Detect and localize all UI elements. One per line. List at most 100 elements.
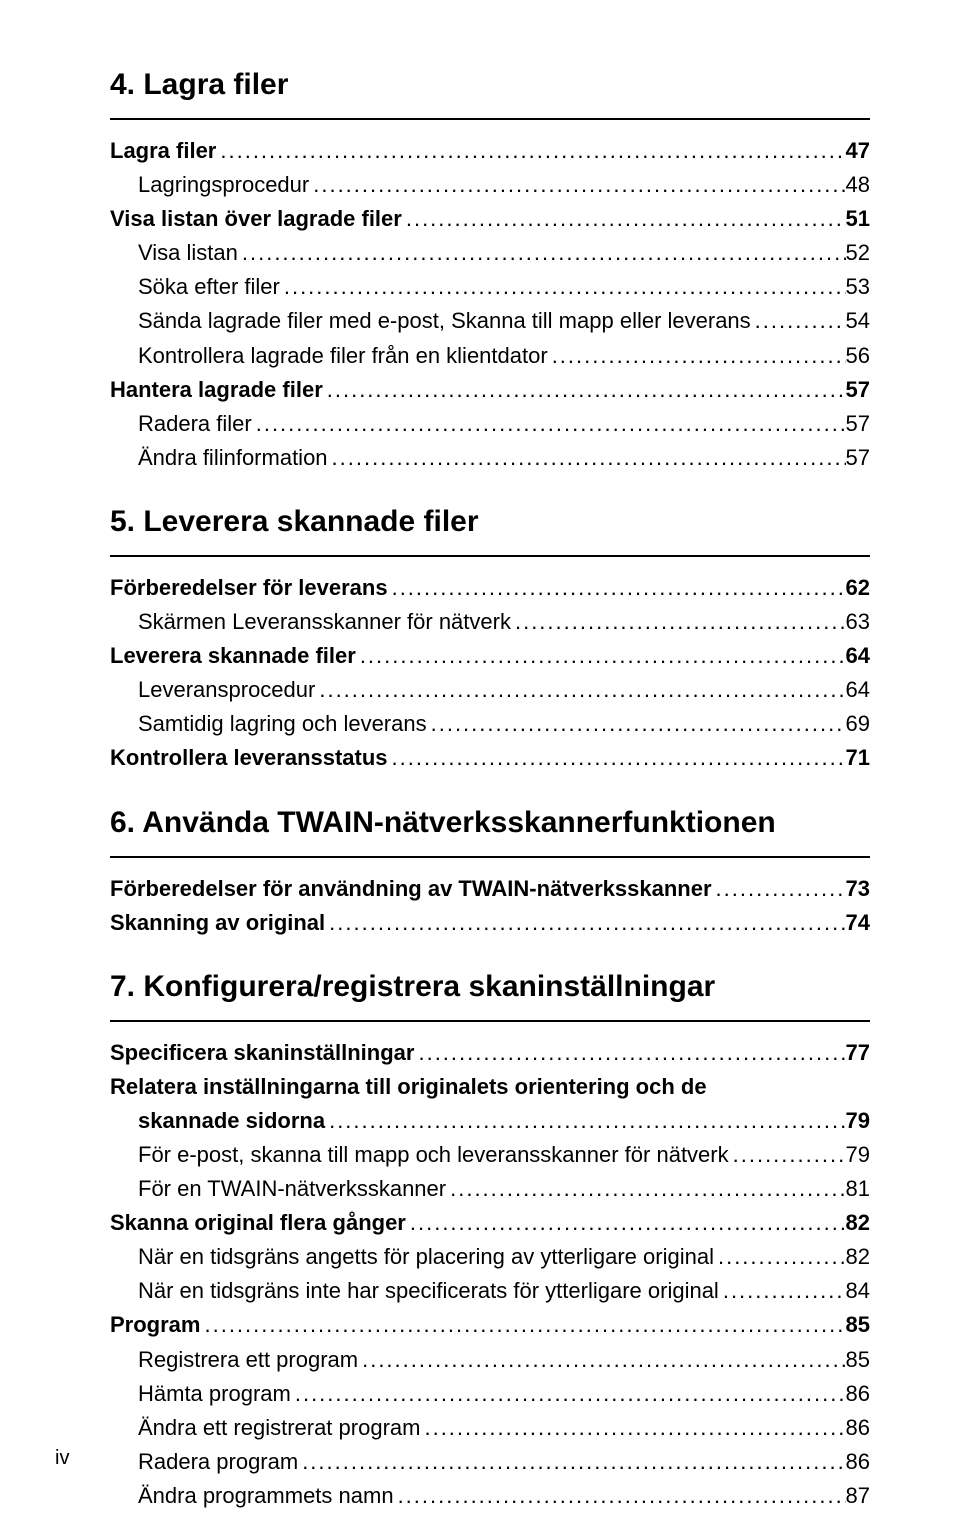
- toc-leader-dots: [751, 304, 846, 338]
- toc-entry-label: Kontrollera lagrade filer från en klient…: [138, 339, 548, 373]
- toc-entry[interactable]: Kontrollera leveransstatus71: [110, 741, 870, 775]
- section-divider: [110, 1020, 870, 1022]
- toc-entry-page: 48: [846, 168, 870, 202]
- toc-entry[interactable]: Visa listan över lagrade filer51: [110, 202, 870, 236]
- toc-entry-label: Skanning av original: [110, 906, 325, 940]
- toc-leader-dots: [714, 1240, 846, 1274]
- toc-entry-page: 86: [846, 1411, 870, 1445]
- toc-entry-page: 79: [846, 1138, 870, 1172]
- toc-entry[interactable]: Hämta program 86: [110, 1377, 870, 1411]
- toc-entry[interactable]: När en tidsgräns angetts för placering a…: [110, 1240, 870, 1274]
- toc-entry-label: Hämta program: [138, 1377, 291, 1411]
- toc-entry[interactable]: Radera filer57: [110, 407, 870, 441]
- section-title: 7. Konfigurera/registrera skaninställnin…: [110, 970, 870, 1004]
- toc-entry[interactable]: För e-post, skanna till mapp och leveran…: [110, 1138, 870, 1172]
- toc-entry[interactable]: Relatera inställningarna till originalet…: [110, 1070, 870, 1104]
- section-divider: [110, 856, 870, 858]
- toc-leader-dots: [252, 407, 846, 441]
- toc-entry[interactable]: Lagringsprocedur 48: [110, 168, 870, 202]
- toc-entry-page: 81: [846, 1172, 870, 1206]
- toc-entry-page: 87: [846, 1479, 870, 1513]
- toc-entry[interactable]: Leverera skannade filer64: [110, 639, 870, 673]
- section-title: 4. Lagra filer: [110, 68, 870, 102]
- toc-entry-label: Relatera inställningarna till originalet…: [110, 1070, 707, 1104]
- toc-entry-page: 57: [846, 373, 870, 407]
- toc-entry[interactable]: Förberedelser för användning av TWAIN-nä…: [110, 872, 870, 906]
- toc-leader-dots: [548, 339, 846, 373]
- toc-entry-page: 56: [846, 339, 870, 373]
- toc-entry-label: Radera filer: [138, 407, 252, 441]
- toc-entry-page: 82: [846, 1240, 870, 1274]
- toc-entry[interactable]: Samtidig lagring och leverans69: [110, 707, 870, 741]
- toc-leader-dots: [420, 1411, 845, 1445]
- toc-entry[interactable]: Förberedelser för leverans 62: [110, 571, 870, 605]
- section-title: 6. Använda TWAIN-nätverksskannerfunktion…: [110, 806, 870, 840]
- toc-entry[interactable]: Skanning av original 74: [110, 906, 870, 940]
- toc-entry[interactable]: Ändra programmets namn87: [110, 1479, 870, 1513]
- toc-entry-label: Skärmen Leveransskanner för nätverk: [138, 605, 511, 639]
- toc-entry[interactable]: För en TWAIN-nätverksskanner81: [110, 1172, 870, 1206]
- toc-leader-dots: [291, 1377, 846, 1411]
- toc-entry-page: 86: [846, 1377, 870, 1411]
- toc-entry-page: 52: [846, 236, 870, 270]
- toc-entry-label: Ändra ett registrerat program: [138, 1411, 420, 1445]
- section-title: 5. Leverera skannade filer: [110, 505, 870, 539]
- toc-entry-page: 62: [846, 571, 870, 605]
- toc-entry-label: Program: [110, 1308, 200, 1342]
- toc-entry-label: skannade sidorna: [138, 1104, 325, 1138]
- toc-entry-page: 73: [846, 872, 870, 906]
- toc-entry-page: 84: [846, 1274, 870, 1308]
- toc-entry-page: 47: [846, 134, 870, 168]
- toc-leader-dots: [358, 1343, 845, 1377]
- toc-entry-page: 54: [846, 304, 870, 338]
- toc-leader-dots: [402, 202, 846, 236]
- toc-entry-page: 71: [846, 741, 870, 775]
- toc-leader-dots: [315, 673, 845, 707]
- toc-entry-label: Ändra filinformation: [138, 441, 328, 475]
- toc-section: 7. Konfigurera/registrera skaninställnin…: [110, 970, 870, 1513]
- toc-leader-dots: [356, 639, 846, 673]
- toc-leader-dots: [238, 236, 846, 270]
- toc-entry-label: Sända lagrade filer med e-post, Skanna t…: [138, 304, 751, 338]
- toc-entry-label: Hantera lagrade filer: [110, 373, 323, 407]
- toc-entry[interactable]: Ändra ett registrerat program 86: [110, 1411, 870, 1445]
- toc-leader-dots: [388, 571, 846, 605]
- toc-entry-label: Förberedelser för leverans: [110, 571, 388, 605]
- toc-entry-label: Skanna original flera gånger: [110, 1206, 406, 1240]
- toc-entry[interactable]: Leveransprocedur64: [110, 673, 870, 707]
- toc-entry[interactable]: Kontrollera lagrade filer från en klient…: [110, 339, 870, 373]
- toc-entry-label: Registrera ett program: [138, 1343, 358, 1377]
- toc-entry-label: När en tidsgräns angetts för placering a…: [138, 1240, 714, 1274]
- toc-leader-dots: [325, 1104, 845, 1138]
- toc-entry[interactable]: Program85: [110, 1308, 870, 1342]
- toc-entry[interactable]: Ändra filinformation57: [110, 441, 870, 475]
- toc-entry[interactable]: Lagra filer47: [110, 134, 870, 168]
- toc-entry-label: Leverera skannade filer: [110, 639, 356, 673]
- toc-entry-page: 53: [846, 270, 870, 304]
- toc-entry[interactable]: Skärmen Leveransskanner för nätverk63: [110, 605, 870, 639]
- toc-entry[interactable]: Hantera lagrade filer 57: [110, 373, 870, 407]
- toc-section: 5. Leverera skannade filer Förberedelser …: [110, 505, 870, 776]
- toc-section: 4. Lagra filer Lagra filer47Lagringsproce…: [110, 68, 870, 475]
- toc-leader-dots: [328, 441, 846, 475]
- page-number: iv: [55, 1447, 69, 1470]
- toc-entry-label: Lagringsprocedur: [138, 168, 309, 202]
- toc-leader-dots: [427, 707, 846, 741]
- toc-entry[interactable]: Visa listan52: [110, 236, 870, 270]
- toc-entry-label: Samtidig lagring och leverans: [138, 707, 427, 741]
- toc-entry[interactable]: Skanna original flera gånger82: [110, 1206, 870, 1240]
- toc-entry[interactable]: När en tidsgräns inte har specificerats …: [110, 1274, 870, 1308]
- toc-entry-page: 51: [846, 202, 870, 236]
- toc-entry[interactable]: skannade sidorna79: [110, 1104, 870, 1138]
- toc-entry[interactable]: Radera program86: [110, 1445, 870, 1479]
- toc-entry-label: Förberedelser för användning av TWAIN-nä…: [110, 872, 712, 906]
- toc-leader-dots: [406, 1206, 846, 1240]
- toc-entry-page: 74: [846, 906, 870, 940]
- toc-entry[interactable]: Specificera skaninställningar77: [110, 1036, 870, 1070]
- toc-entry[interactable]: Registrera ett program85: [110, 1343, 870, 1377]
- toc-entry-page: 86: [846, 1445, 870, 1479]
- toc-leader-dots: [719, 1274, 846, 1308]
- toc-entry[interactable]: Sända lagrade filer med e-post, Skanna t…: [110, 304, 870, 338]
- toc-leader-dots: [309, 168, 845, 202]
- toc-entry[interactable]: Söka efter filer53: [110, 270, 870, 304]
